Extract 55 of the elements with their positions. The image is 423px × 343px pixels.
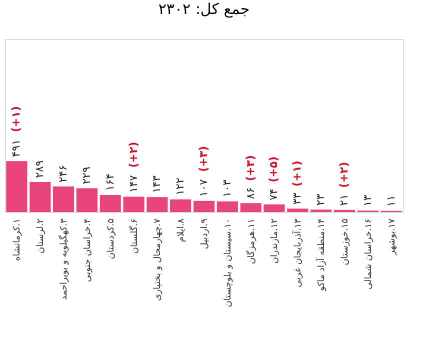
x-tick-label: ۲.لرستان <box>36 218 46 254</box>
bar <box>100 195 121 212</box>
annotation: (+۵) <box>267 156 280 182</box>
annotation: (+۱) <box>10 106 23 132</box>
annotation: (+۳) <box>197 146 210 172</box>
annotation: (+۱) <box>290 160 304 187</box>
data-label: ۱۰۳ <box>220 180 234 198</box>
data-label: ۱۴۷ <box>126 174 140 193</box>
data-label: ۳۳ <box>290 192 304 205</box>
x-tick-label: ۱۶.خراسان شمالی <box>364 218 374 290</box>
data-label: ۸۶ <box>244 187 257 200</box>
data-label: ۲۴۶ <box>56 164 70 183</box>
data-label: ۱۶۴ <box>103 173 116 192</box>
x-tick-label: ۵.کردستان <box>106 218 116 260</box>
x-tick-label: ۶.گلستان <box>128 218 140 254</box>
x-tick-label: ۱۵.خوزستان <box>340 218 350 266</box>
annotation: (+۲) <box>337 162 350 188</box>
data-label: ۷۴ <box>267 188 280 200</box>
data-label: ۴۹۱ <box>10 139 23 158</box>
x-tick-label: ۱.کرمانشاه <box>12 218 23 262</box>
data-label: ۱۱ <box>384 195 398 207</box>
data-label: ۱۴۳ <box>150 175 164 194</box>
data-label: ۲۱ <box>337 194 350 206</box>
bar <box>30 182 51 212</box>
x-tick-label: ۱۲.مازندران <box>270 218 280 264</box>
x-tick-label: ۴.خراسان جنوبی <box>82 218 93 282</box>
bar <box>52 186 74 212</box>
bar <box>264 204 285 212</box>
bar <box>170 199 192 212</box>
data-label: ۲۳ <box>314 194 328 206</box>
bar <box>76 188 98 212</box>
x-tick-label: ۱۱.هرمزگان <box>244 218 257 264</box>
bar <box>146 197 168 212</box>
annotation: (+۳) <box>244 155 257 182</box>
annotation: (+۲) <box>126 142 140 168</box>
x-tick-label: ۱۳.آذربایجان غربی <box>292 218 304 288</box>
bar <box>6 161 28 212</box>
x-tick-label: ۱۷.بوشهر <box>387 218 398 256</box>
x-tick-label: ۹.اردبیل <box>200 218 210 250</box>
bar <box>123 196 144 212</box>
bar <box>287 208 308 212</box>
data-label: ۱۰۷ <box>197 179 210 197</box>
data-label: ۱۲۲ <box>174 178 187 196</box>
data-label: ۲۲۹ <box>80 166 93 184</box>
x-tick-label: ۱۴.منطقه آزاد ماکو <box>315 218 328 292</box>
data-label: ۱۳ <box>360 194 374 207</box>
chart-title: جمع کل: ۲۳۰۲ <box>158 0 250 18</box>
x-tick-label: ۱۰.سیستان و بلوچستان <box>223 218 234 308</box>
x-tick-label: ۸.ایلام <box>176 218 187 242</box>
x-tick-label: ۳.کهگیلویه و بویراحمد <box>58 218 70 300</box>
bar <box>240 203 262 212</box>
data-label: ۲۸۹ <box>33 160 46 178</box>
bar <box>193 200 215 212</box>
x-tick-label: ۷.چهارمحال و بختیاری <box>153 218 164 301</box>
bar <box>216 201 238 212</box>
